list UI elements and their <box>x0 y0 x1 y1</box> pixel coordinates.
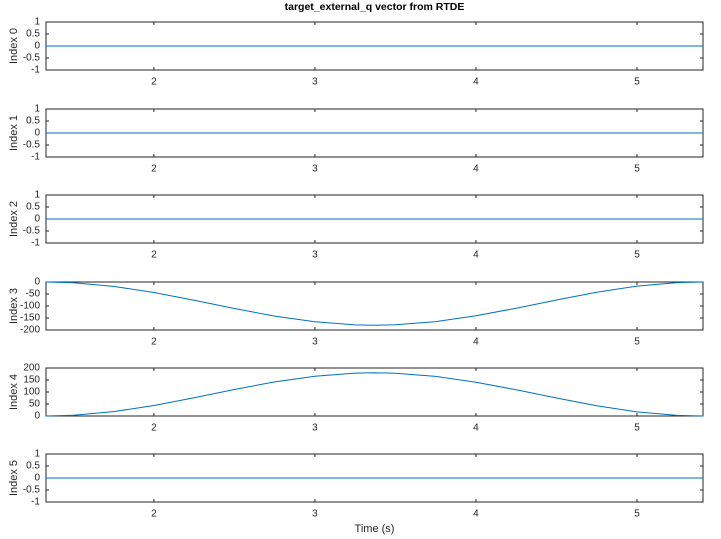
y-tick-label: 1 <box>34 449 40 460</box>
chart-title: target_external_q vector from RTDE <box>285 1 465 13</box>
x-tick-label: 5 <box>634 164 640 175</box>
y-tick-label: -0.5 <box>23 485 41 496</box>
y-tick-label: -150 <box>20 313 40 324</box>
y-tick-label: -0.5 <box>23 140 41 151</box>
y-tick-label: 50 <box>29 399 41 410</box>
y-tick-label: 1 <box>34 104 40 115</box>
x-tick-label: 2 <box>151 509 157 520</box>
y-tick-label: 0 <box>34 411 40 422</box>
y-tick-label: -1 <box>31 152 40 163</box>
y-tick-label: 0 <box>34 41 40 52</box>
x-tick-label: 4 <box>473 509 479 520</box>
x-tick-label: 2 <box>151 423 157 434</box>
y-tick-label: 0 <box>34 128 40 139</box>
y-tick-label: -200 <box>20 325 40 336</box>
x-tick-label: 4 <box>473 77 479 88</box>
plot-frame <box>45 281 704 331</box>
x-tick-label: 5 <box>634 337 640 348</box>
plot-frame <box>45 367 704 417</box>
y-tick-label: -50 <box>26 289 41 300</box>
x-tick-label: 5 <box>634 423 640 434</box>
x-tick-label: 4 <box>473 423 479 434</box>
y-tick-label: 0 <box>34 214 40 225</box>
y-axis-label: Index 3 <box>8 288 20 324</box>
x-tick-label: 3 <box>312 423 318 434</box>
y-tick-label: 100 <box>23 387 40 398</box>
y-tick-label: 1 <box>34 17 40 28</box>
x-tick-label: 5 <box>634 250 640 261</box>
y-tick-label: -1 <box>31 238 40 249</box>
y-axis-label: Index 2 <box>8 201 20 237</box>
y-tick-label: 0.5 <box>26 461 40 472</box>
y-axis-label: Index 5 <box>8 460 20 496</box>
x-tick-label: 3 <box>312 337 318 348</box>
y-tick-label: 0.5 <box>26 29 40 40</box>
y-tick-label: 0.5 <box>26 116 40 127</box>
y-tick-label: 0.5 <box>26 202 40 213</box>
y-tick-label: 1 <box>34 190 40 201</box>
y-axis-label: Index 1 <box>8 115 20 151</box>
x-tick-label: 4 <box>473 250 479 261</box>
x-axis-label: Time (s) <box>355 523 395 535</box>
x-tick-label: 2 <box>151 337 157 348</box>
y-tick-label: -0.5 <box>23 226 41 237</box>
y-axis-label: Index 4 <box>8 374 20 410</box>
x-tick-label: 3 <box>312 250 318 261</box>
y-axis-label: Index 0 <box>8 28 20 64</box>
x-tick-label: 4 <box>473 337 479 348</box>
y-tick-label: 150 <box>23 375 40 386</box>
x-tick-label: 5 <box>634 509 640 520</box>
x-tick-label: 4 <box>473 164 479 175</box>
x-tick-label: 2 <box>151 164 157 175</box>
y-tick-label: 0 <box>34 277 40 288</box>
y-tick-label: 200 <box>23 363 40 374</box>
x-tick-label: 2 <box>151 250 157 261</box>
y-tick-label: -0.5 <box>23 53 41 64</box>
x-tick-label: 5 <box>634 77 640 88</box>
x-tick-label: 2 <box>151 77 157 88</box>
y-tick-label: -1 <box>31 65 40 76</box>
x-tick-label: 3 <box>312 509 318 520</box>
line <box>45 281 704 326</box>
y-tick-label: -1 <box>31 497 40 508</box>
y-tick-label: 0 <box>34 473 40 484</box>
y-tick-label: -100 <box>20 301 40 312</box>
x-tick-label: 3 <box>312 164 318 175</box>
x-tick-label: 3 <box>312 77 318 88</box>
line <box>45 372 704 417</box>
